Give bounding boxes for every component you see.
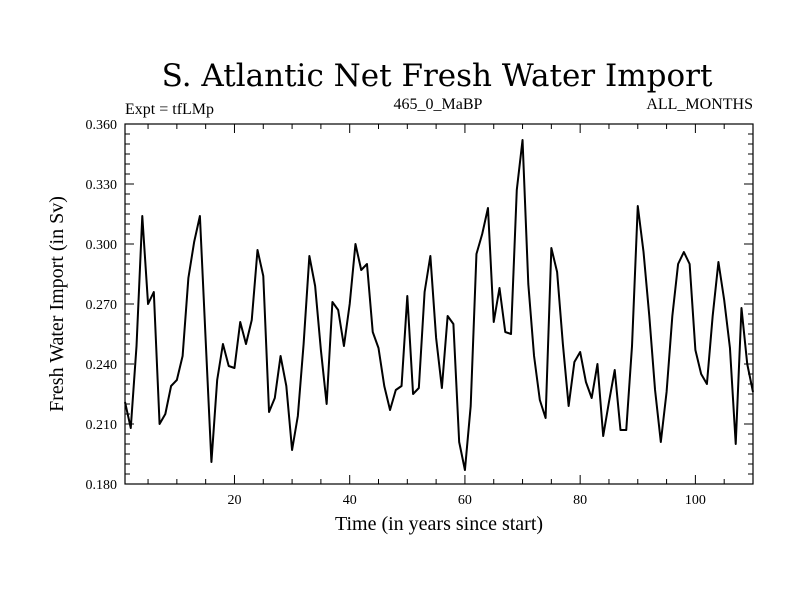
x-tick-label: 80 [573,493,587,508]
x-axis: 20 40 60 80 100 [147,124,754,508]
y-tick-label: 0.240 [86,358,118,373]
series-line-fresh-water-import [124,139,754,471]
season-label: ALL_MONTHS [646,96,753,113]
x-tick-label: 20 [227,493,241,508]
y-tick-label: 0.210 [86,418,118,433]
experiment-label: Expt = tfLMp [125,101,214,118]
y-axis: 0.180 0.210 0.240 0.270 0.300 0.330 0.360 [86,118,753,493]
period-label: 465_0_MaBP [394,96,483,113]
y-tick-label: 0.270 [86,298,118,313]
y-tick-label: 0.360 [86,118,118,133]
chart-title: S. Atlantic Net Fresh Water Import [162,58,713,94]
x-tick-label: 100 [685,493,706,508]
x-tick-label: 60 [458,493,472,508]
y-tick-label: 0.330 [86,178,118,193]
y-tick-label: 0.300 [86,238,118,253]
y-tick-label: 0.180 [86,478,118,493]
x-axis-title: Time (in years since start) [335,513,543,535]
x-tick-label: 40 [343,493,357,508]
y-axis-title: Fresh Water Import (in Sv) [46,196,68,412]
